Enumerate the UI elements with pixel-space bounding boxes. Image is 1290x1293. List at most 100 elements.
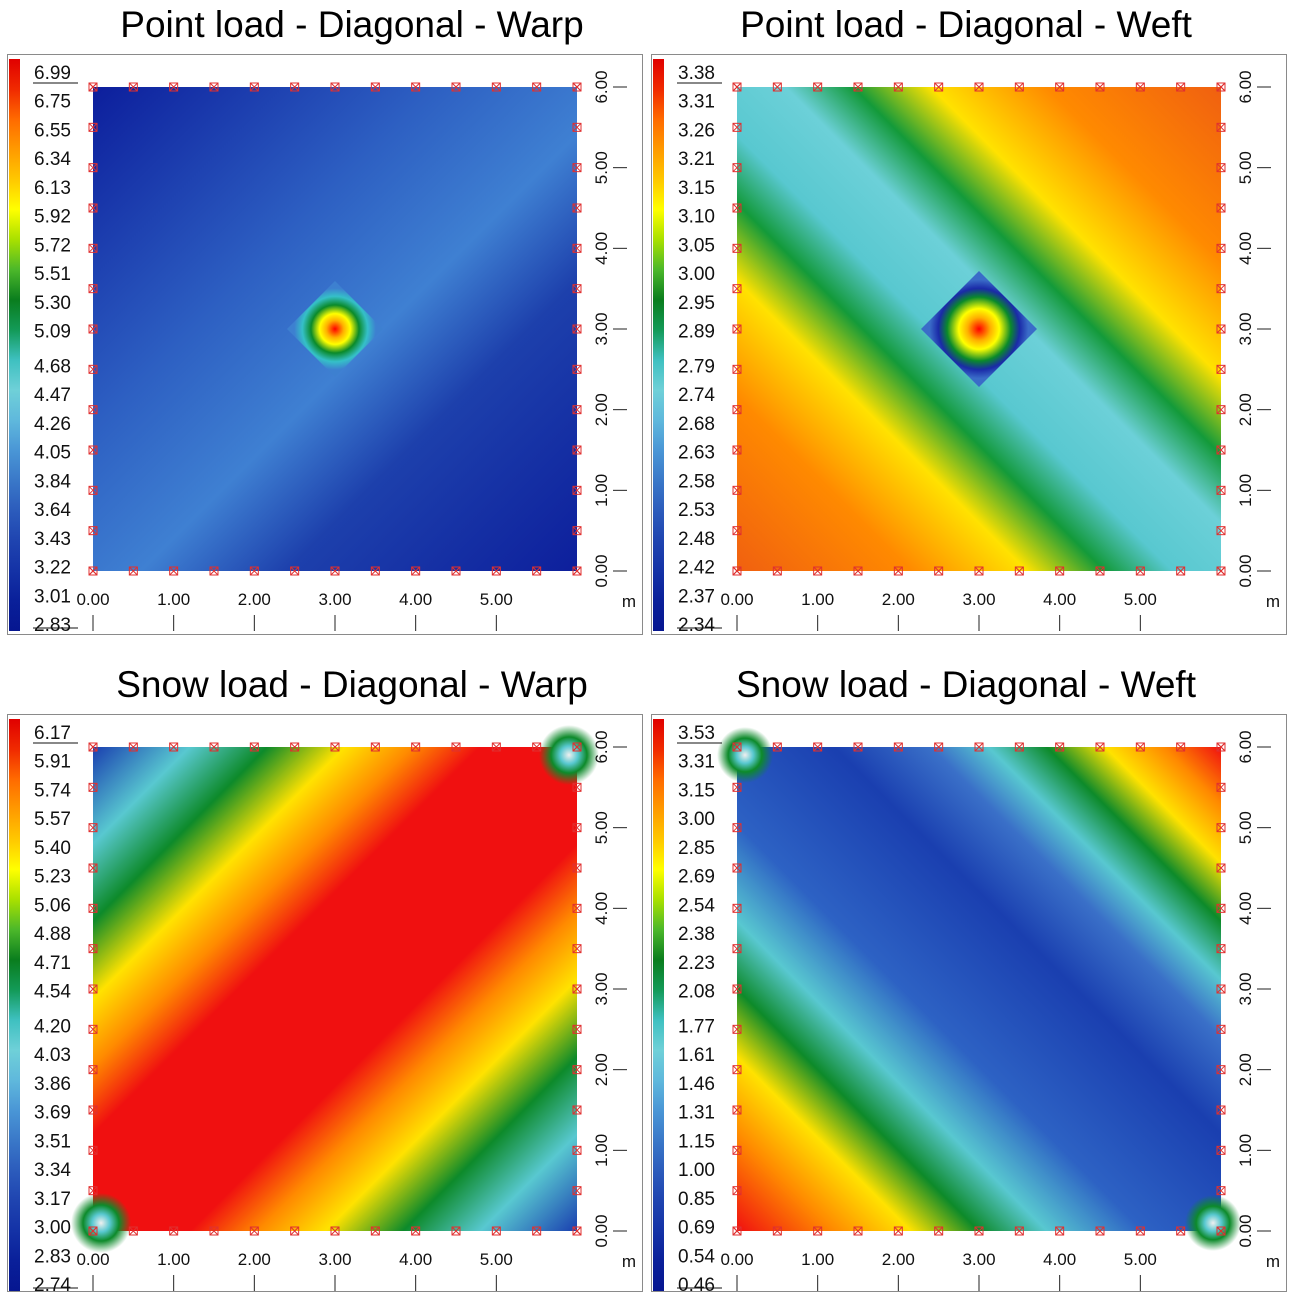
- support-marker: [1216, 445, 1226, 455]
- support-marker: [88, 1145, 98, 1155]
- legend-label: 0.69: [678, 1218, 715, 1239]
- y-tick-label: 5.00: [592, 151, 611, 184]
- support-marker: [249, 566, 259, 576]
- x-tick-label: 2.00: [882, 590, 915, 609]
- legend-label: 3.05: [678, 235, 715, 256]
- support-marker: [732, 1186, 742, 1196]
- support-marker: [974, 742, 984, 752]
- support-marker: [853, 742, 863, 752]
- support-marker: [128, 566, 138, 576]
- legend-label: 2.23: [678, 953, 715, 974]
- support-marker: [249, 1226, 259, 1236]
- y-tick-label: 4.00: [1236, 232, 1255, 265]
- support-marker: [209, 742, 219, 752]
- support-marker: [732, 1145, 742, 1155]
- support-marker: [853, 82, 863, 92]
- support-marker: [1135, 82, 1145, 92]
- legend-colorbar-snow-weft: [653, 719, 664, 1291]
- panel-point-warp: 6.99 6.75 6.55 6.34 6.13 5.92 5.72 5.51 5.30 5.09…: [9, 59, 636, 636]
- y-tick-label: 1.00: [592, 474, 611, 507]
- support-marker: [572, 445, 582, 455]
- support-marker: [451, 1226, 461, 1236]
- legend-label: 6.99: [34, 63, 71, 84]
- support-marker: [370, 1226, 380, 1236]
- support-marker: [572, 863, 582, 873]
- peak-marker-point-warp: [287, 281, 383, 377]
- support-marker: [772, 742, 782, 752]
- support-marker: [88, 284, 98, 294]
- support-marker: [290, 566, 300, 576]
- support-marker: [1176, 1226, 1186, 1236]
- support-marker: [1216, 782, 1226, 792]
- support-marker: [1135, 566, 1145, 576]
- axis-unit-label: m: [1266, 1252, 1280, 1271]
- support-marker: [370, 82, 380, 92]
- support-marker: [572, 324, 582, 334]
- support-marker: [209, 82, 219, 92]
- support-marker: [893, 1226, 903, 1236]
- x-tick-label: 4.00: [399, 590, 432, 609]
- support-marker: [934, 1226, 944, 1236]
- support-marker: [491, 1226, 501, 1236]
- x-tick-label: 2.00: [238, 1250, 271, 1269]
- legend-colorbar-snow-warp: [9, 719, 20, 1291]
- legend-label: 2.54: [678, 895, 715, 916]
- legend-label: 3.10: [678, 207, 715, 228]
- support-marker: [88, 782, 98, 792]
- legend-label: 3.64: [34, 500, 71, 521]
- legend-label: 2.74: [34, 1275, 71, 1293]
- x-tick-label: 3.00: [962, 1250, 995, 1269]
- axis-unit-label: m: [1266, 592, 1280, 611]
- support-marker: [732, 405, 742, 415]
- y-tick-label: 1.00: [1236, 1134, 1255, 1167]
- support-marker: [732, 1226, 742, 1236]
- support-marker: [1095, 1226, 1105, 1236]
- support-marker: [532, 566, 542, 576]
- support-marker: [88, 1024, 98, 1034]
- legend-label: 2.74: [678, 385, 715, 406]
- legend-label: 4.47: [34, 385, 71, 406]
- support-marker: [169, 1226, 179, 1236]
- support-marker: [532, 742, 542, 752]
- support-marker: [532, 1226, 542, 1236]
- legend-label: 3.00: [678, 809, 715, 830]
- y-tick-label: 2.00: [592, 393, 611, 426]
- support-marker: [1135, 742, 1145, 752]
- support-marker: [491, 82, 501, 92]
- support-marker: [572, 82, 582, 92]
- panel-point-weft: 3.38 3.31 3.26 3.21 3.15 3.10 3.05 3.00 2.95 2.89…: [653, 59, 1280, 636]
- x-tick-label: 2.00: [882, 1250, 915, 1269]
- x-tick-label: 2.00: [238, 590, 271, 609]
- support-marker: [572, 1065, 582, 1075]
- support-marker: [732, 823, 742, 833]
- legend-label: 5.92: [34, 207, 71, 228]
- support-marker: [128, 82, 138, 92]
- legend-label: 6.34: [34, 149, 71, 170]
- support-marker: [411, 82, 421, 92]
- support-marker: [88, 566, 98, 576]
- support-marker: [88, 1186, 98, 1196]
- support-marker: [1135, 1226, 1145, 1236]
- legend-label: 2.63: [678, 443, 715, 464]
- support-marker: [893, 742, 903, 752]
- support-marker: [169, 82, 179, 92]
- support-marker: [572, 203, 582, 213]
- legend-label: 5.51: [34, 264, 71, 285]
- support-marker: [128, 1226, 138, 1236]
- legend-label: 2.85: [678, 838, 715, 859]
- legend-label: 3.86: [34, 1074, 71, 1095]
- panel-title-point-weft: Point load - Diagonal - Weft: [740, 4, 1192, 45]
- x-tick-label: 5.00: [1124, 590, 1157, 609]
- legend-label: 1.15: [678, 1131, 715, 1152]
- legend-label: 0.46: [678, 1275, 715, 1293]
- support-marker: [1216, 863, 1226, 873]
- y-tick-label: 3.00: [592, 312, 611, 345]
- legend-label: 5.06: [34, 895, 71, 916]
- legend-label: 2.08: [678, 982, 715, 1003]
- y-tick-label: 1.00: [592, 1134, 611, 1167]
- support-marker: [572, 243, 582, 253]
- y-tick-label: 0.00: [1236, 1214, 1255, 1247]
- support-marker: [732, 944, 742, 954]
- x-tick-label: 3.00: [962, 590, 995, 609]
- legend-label: 3.84: [34, 471, 71, 492]
